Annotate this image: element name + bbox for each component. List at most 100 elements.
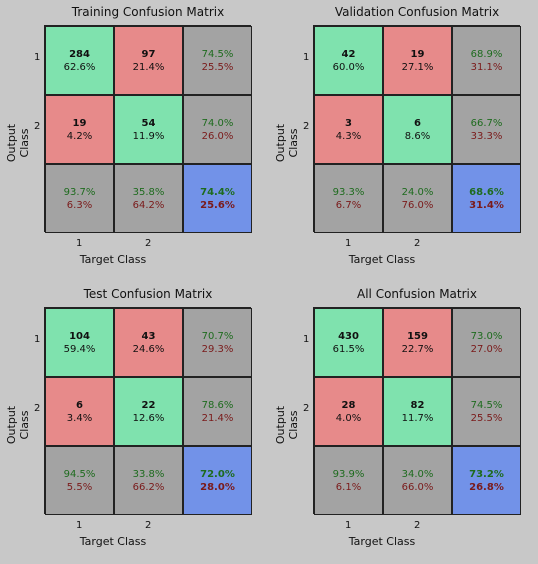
cell-error-percent: 21.4% [201, 412, 234, 424]
cell-error-percent: 25.5% [470, 412, 503, 424]
x-tick-label: 1 [345, 238, 352, 249]
x-axis-label: Target Class [348, 535, 416, 548]
cell-percent: 27.1% [401, 61, 434, 73]
cell-count: 97 [141, 48, 156, 60]
cell-percent: 22.7% [401, 343, 434, 355]
cell-count: 159 [407, 330, 428, 342]
cell-correct-percent: 72.0% [200, 468, 235, 480]
y-axis-label: Output Class [5, 123, 31, 163]
summary-cell: 74.0% 26.0% [183, 95, 252, 164]
cell-error-percent: 66.2% [132, 481, 165, 493]
y-tick-label: 2 [34, 121, 41, 132]
correct-cell: 54 11.9% [114, 95, 183, 164]
misclassified-cell: 43 24.6% [114, 308, 183, 377]
overall-accuracy-cell: 68.6% 31.4% [452, 164, 521, 233]
x-tick-label: 1 [76, 238, 83, 249]
cell-count: 19 [410, 48, 425, 60]
matrix-title: Test Confusion Matrix [83, 287, 213, 301]
x-axis-label: Target Class [79, 535, 147, 548]
matrix-grid: 104 59.4% 43 24.6% 70.7% 29.3% 6 3.4% 22 12.6% 78.… [44, 307, 252, 515]
cell-error-percent: 29.3% [201, 343, 234, 355]
overall-accuracy-cell: 72.0% 28.0% [183, 446, 252, 515]
cell-correct-percent: 70.7% [201, 330, 234, 342]
cell-correct-percent: 33.8% [132, 468, 165, 480]
correct-cell: 6 8.6% [383, 95, 452, 164]
cell-count: 28 [341, 399, 356, 411]
overall-accuracy-cell: 74.4% 25.6% [183, 164, 252, 233]
cell-correct-percent: 93.3% [332, 186, 365, 198]
cell-percent: 24.6% [132, 343, 165, 355]
all-confusion-matrix: All Confusion Matrix 430 61.5% 159 22.7% 73.0… [269, 282, 538, 564]
correct-cell: 42 60.0% [314, 26, 383, 95]
misclassified-cell: 19 4.2% [45, 95, 114, 164]
cell-error-percent: 6.1% [335, 481, 362, 493]
cell-correct-percent: 34.0% [401, 468, 434, 480]
y-tick-label: 1 [34, 52, 41, 63]
summary-cell: 93.9% 6.1% [314, 446, 383, 515]
y-tick-label: 2 [303, 121, 310, 132]
summary-cell: 68.9% 31.1% [452, 26, 521, 95]
cell-error-percent: 31.4% [469, 199, 504, 211]
cell-count: 22 [141, 399, 156, 411]
correct-cell: 104 59.4% [45, 308, 114, 377]
cell-percent: 60.0% [332, 61, 365, 73]
summary-cell: 73.0% 27.0% [452, 308, 521, 377]
cell-error-percent: 6.7% [335, 199, 362, 211]
x-tick-label: 2 [145, 238, 152, 249]
correct-cell: 22 12.6% [114, 377, 183, 446]
summary-cell: 93.3% 6.7% [314, 164, 383, 233]
x-tick-label: 1 [76, 520, 83, 531]
cell-count: 42 [341, 48, 356, 60]
summary-cell: 66.7% 33.3% [452, 95, 521, 164]
cell-percent: 8.6% [404, 130, 431, 142]
summary-cell: 94.5% 5.5% [45, 446, 114, 515]
x-axis-label: Target Class [79, 253, 147, 266]
cell-percent: 59.4% [63, 343, 96, 355]
cell-count: 3 [345, 117, 352, 129]
cell-correct-percent: 68.9% [470, 48, 503, 60]
cell-count: 6 [414, 117, 421, 129]
matrix-grid: 42 60.0% 19 27.1% 68.9% 31.1% 3 4.3% 6 8.6% 66.7% 3… [313, 25, 521, 233]
cell-error-percent: 76.0% [401, 199, 434, 211]
cell-correct-percent: 73.0% [470, 330, 503, 342]
cell-percent: 4.3% [335, 130, 362, 142]
cell-error-percent: 28.0% [200, 481, 235, 493]
cell-correct-percent: 35.8% [132, 186, 165, 198]
cell-error-percent: 64.2% [132, 199, 165, 211]
misclassified-cell: 28 4.0% [314, 377, 383, 446]
matrix-title: Validation Confusion Matrix [334, 5, 500, 19]
y-tick-label: 1 [303, 334, 310, 345]
cell-percent: 4.0% [335, 412, 362, 424]
cell-percent: 4.2% [66, 130, 93, 142]
cell-correct-percent: 73.2% [469, 468, 504, 480]
matrix-grid: 430 61.5% 159 22.7% 73.0% 27.0% 28 4.0% 82 11.7% 7… [313, 307, 521, 515]
x-tick-label: 2 [414, 238, 421, 249]
cell-correct-percent: 94.5% [63, 468, 96, 480]
x-tick-label: 1 [345, 520, 352, 531]
correct-cell: 82 11.7% [383, 377, 452, 446]
y-axis-label: Output Class [274, 405, 300, 445]
cell-error-percent: 33.3% [470, 130, 503, 142]
matrix-title: Training Confusion Matrix [71, 5, 225, 19]
cell-error-percent: 66.0% [401, 481, 434, 493]
summary-cell: 93.7% 6.3% [45, 164, 114, 233]
cell-correct-percent: 74.0% [201, 117, 234, 129]
cell-count: 43 [141, 330, 156, 342]
y-tick-label: 1 [34, 334, 41, 345]
summary-cell: 78.6% 21.4% [183, 377, 252, 446]
cell-error-percent: 25.5% [201, 61, 234, 73]
summary-cell: 24.0% 76.0% [383, 164, 452, 233]
misclassified-cell: 19 27.1% [383, 26, 452, 95]
cell-correct-percent: 93.7% [63, 186, 96, 198]
y-tick-label: 1 [303, 52, 310, 63]
x-tick-label: 2 [145, 520, 152, 531]
cell-correct-percent: 74.5% [201, 48, 234, 60]
cell-percent: 3.4% [66, 412, 93, 424]
summary-cell: 74.5% 25.5% [183, 26, 252, 95]
cell-percent: 61.5% [332, 343, 365, 355]
y-tick-label: 2 [303, 403, 310, 414]
misclassified-cell: 6 3.4% [45, 377, 114, 446]
cell-error-percent: 25.6% [200, 199, 235, 211]
cell-percent: 11.9% [132, 130, 165, 142]
matrix-title: All Confusion Matrix [357, 287, 477, 301]
